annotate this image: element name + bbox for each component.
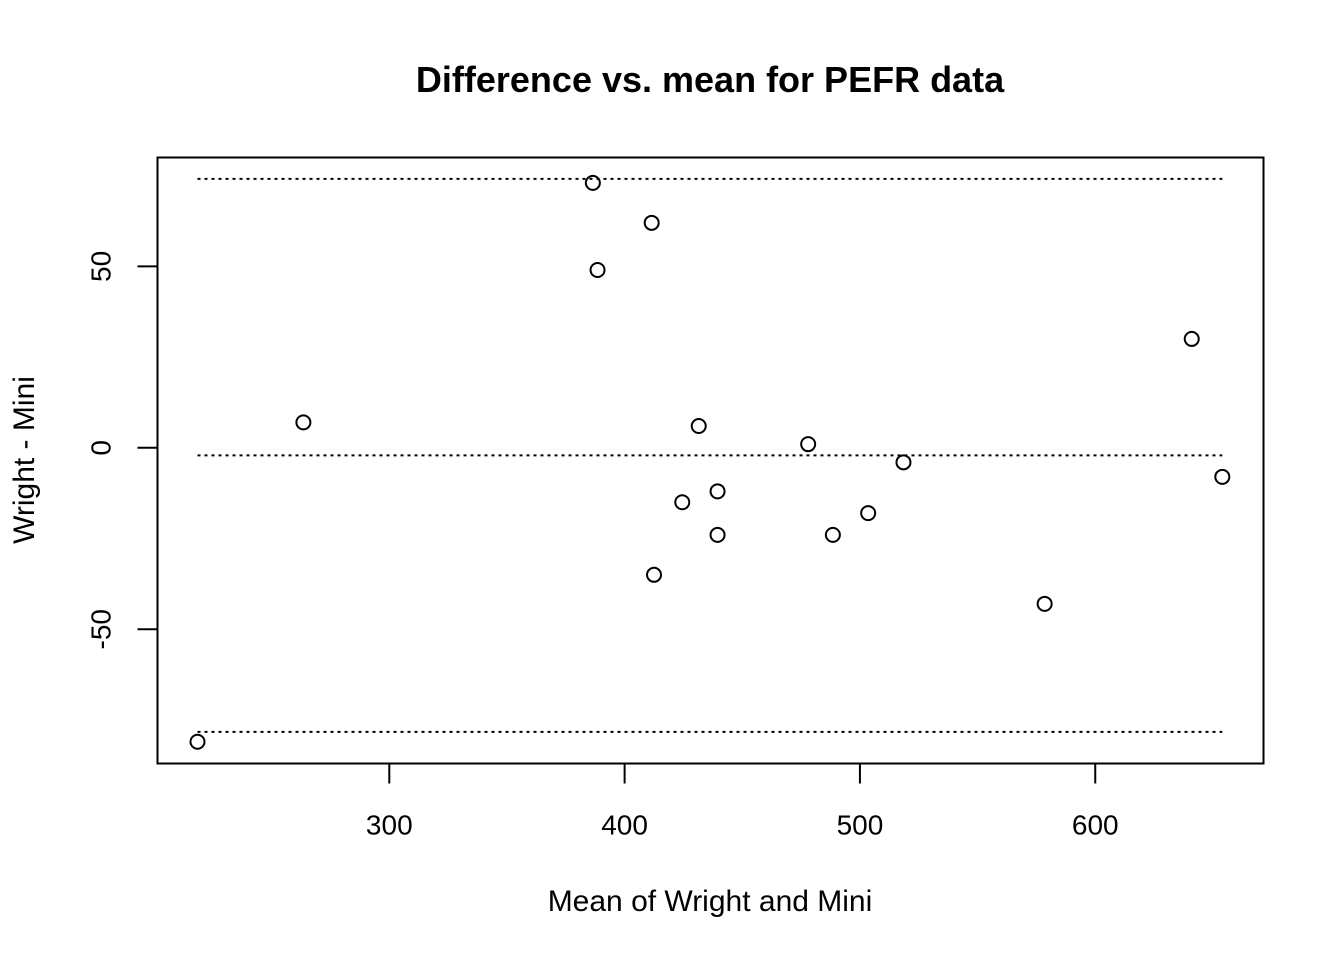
y-tick-label: 0 [86,440,117,456]
data-point [800,436,817,453]
data-point [1214,468,1231,485]
y-axis-label: Wright - Mini [8,376,41,544]
data-point [690,418,707,435]
data-points [189,174,1231,750]
x-tick-label: 300 [366,810,413,841]
x-tick-label: 500 [837,810,884,841]
data-point [646,566,663,583]
data-point [860,505,877,522]
data-point [824,526,841,543]
chart-title: Difference vs. mean for PEFR data [416,59,1005,100]
y-tick-label: -50 [86,609,117,649]
x-tick-label: 600 [1072,810,1119,841]
data-point [709,526,726,543]
data-point [643,214,660,231]
x-axis: 300 400 500 600 [366,763,1119,841]
reference-lines [197,177,1223,733]
data-point [295,414,312,431]
x-axis-label: Mean of Wright and Mini [548,885,873,918]
x-tick-label: 400 [601,810,648,841]
data-point [674,494,691,511]
data-point [709,483,726,500]
y-tick-label: 50 [86,251,117,282]
data-point [584,174,601,191]
data-point [1036,595,1053,612]
data-point [589,261,606,278]
plot-frame [156,156,1265,765]
data-point [189,733,206,750]
data-point [895,454,912,471]
y-axis: -50 0 50 [86,251,158,649]
data-point [1183,330,1200,347]
